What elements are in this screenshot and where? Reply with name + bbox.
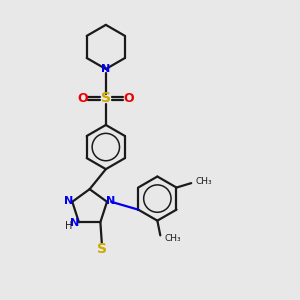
- Text: N: N: [64, 196, 73, 206]
- Text: S: S: [97, 242, 107, 256]
- Text: N: N: [106, 196, 116, 206]
- Text: N: N: [101, 64, 110, 74]
- Text: CH₃: CH₃: [196, 177, 212, 186]
- Text: CH₃: CH₃: [165, 234, 181, 243]
- Text: O: O: [124, 92, 134, 105]
- Text: O: O: [77, 92, 88, 105]
- Text: H: H: [65, 221, 72, 231]
- Text: S: S: [101, 92, 111, 106]
- Text: N: N: [70, 218, 79, 228]
